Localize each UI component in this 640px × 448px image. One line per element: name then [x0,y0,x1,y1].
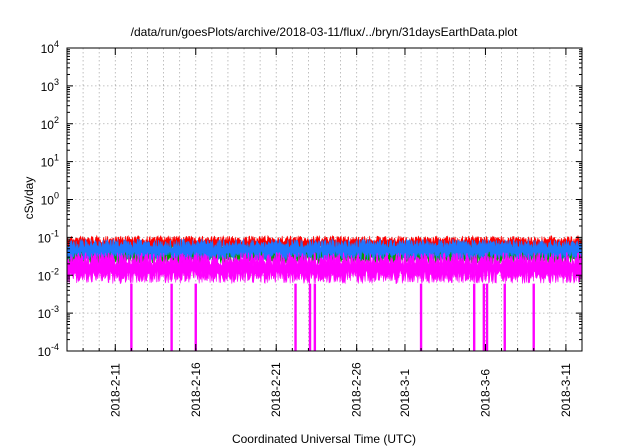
x-tick-label: 2018-3-1 [398,369,412,417]
y-tick-label: 104 [41,39,59,56]
dropout-spike [419,283,423,351]
x-tick-label: 2018-2-21 [269,362,283,417]
y-tick-label: 100 [41,191,59,208]
dropout-spike [313,283,317,351]
y-tick-label: 10-3 [38,304,59,321]
dropout-spike [485,283,489,351]
y-tick-label: 10-2 [38,266,59,283]
y-tick-label: 101 [41,153,59,170]
y-tick-label: 102 [41,115,59,132]
y-tick-label: 10-1 [38,228,59,245]
dropout-spike [308,283,312,351]
x-tick-label: 2018-2-16 [189,362,203,417]
dropout-spike [130,283,133,351]
dropout-spike [503,283,506,351]
x-axis-label: Coordinated Universal Time (UTC) [232,432,416,446]
dropout-spike [532,283,535,351]
dropout-spike [170,283,173,351]
x-tick-label: 2018-3-6 [478,369,492,417]
y-tick-label: 103 [41,77,59,94]
data-marks [66,234,583,351]
x-tick-label: 2018-3-11 [559,363,573,417]
chart-title: /data/run/goesPlots/archive/2018-03-11/f… [131,25,518,39]
dropout-spike [194,283,197,351]
grid [67,48,582,351]
x-tick-label: 2018-2-26 [350,362,364,417]
ticks: 10-4 10-3 10-2 10-1 100 101 102 103 104 2018-2-11… [38,39,582,417]
dropout-spike [294,283,297,351]
dropout-spike [482,283,486,351]
x-tick-label: 2018-2-11 [108,363,122,417]
y-tick-label: 10-4 [38,342,59,359]
y-axis-label: cSv/day [22,177,36,220]
dropout-spike [472,283,476,351]
